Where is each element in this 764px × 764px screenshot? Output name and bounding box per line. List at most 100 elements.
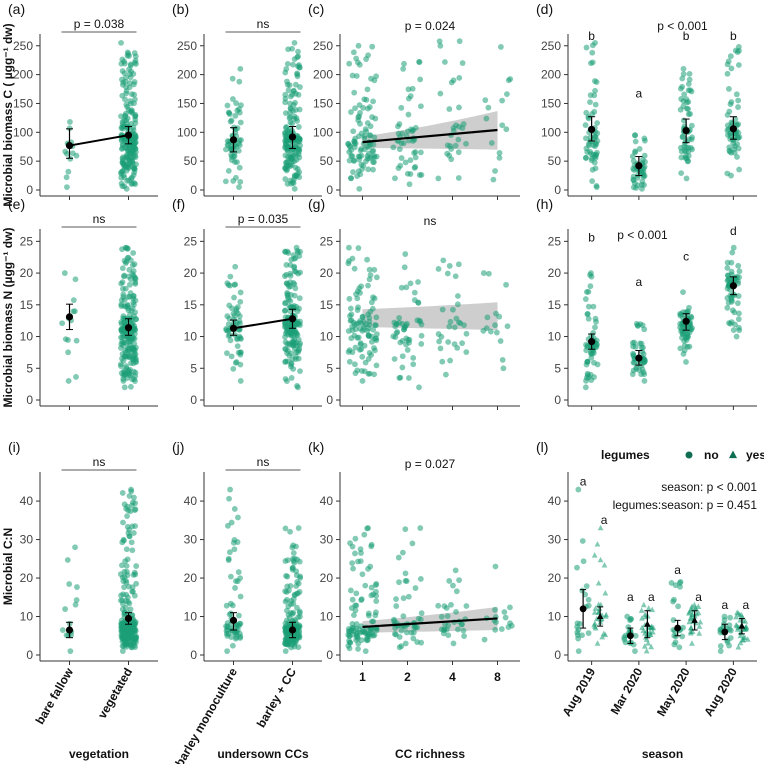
data-point bbox=[592, 87, 598, 94]
x-category-label: vegetated bbox=[95, 666, 135, 722]
data-point bbox=[124, 556, 131, 563]
mean-point bbox=[65, 313, 74, 321]
data-point bbox=[290, 638, 297, 644]
mean-point bbox=[588, 338, 596, 346]
data-point bbox=[282, 129, 288, 136]
data-point bbox=[641, 173, 648, 179]
data-point bbox=[120, 286, 126, 292]
data-point bbox=[119, 118, 126, 125]
data-point bbox=[284, 329, 291, 335]
data-point bbox=[733, 91, 740, 98]
data-point bbox=[639, 349, 646, 355]
data-point bbox=[346, 358, 353, 365]
data-point bbox=[290, 550, 297, 556]
x-title-undersown: undersown CCs bbox=[217, 747, 309, 761]
data-point bbox=[680, 71, 687, 77]
data-point bbox=[371, 77, 378, 84]
data-point bbox=[688, 136, 695, 143]
data-point bbox=[130, 293, 137, 300]
data-point bbox=[128, 108, 135, 115]
data-point bbox=[287, 155, 294, 161]
legend-yes-label: yes bbox=[746, 448, 764, 462]
data-point bbox=[124, 302, 131, 309]
data-point bbox=[122, 353, 129, 360]
data-point bbox=[232, 263, 239, 270]
data-point bbox=[129, 588, 136, 595]
data-point bbox=[409, 540, 416, 547]
data-point bbox=[225, 522, 231, 529]
data-point bbox=[729, 249, 736, 256]
data-point bbox=[72, 276, 79, 283]
panel-label: (e) bbox=[8, 196, 25, 212]
data-point bbox=[724, 122, 731, 129]
data-point bbox=[132, 140, 139, 147]
data-point bbox=[132, 181, 139, 188]
data-point bbox=[349, 323, 356, 330]
data-point bbox=[736, 47, 742, 54]
data-point bbox=[393, 596, 399, 602]
data-point bbox=[585, 140, 592, 147]
stat-label: p < 0.001 bbox=[617, 228, 668, 242]
data-point bbox=[130, 344, 137, 351]
data-point bbox=[59, 627, 66, 633]
x-category-label: Aug 2019 bbox=[559, 665, 598, 718]
y-tick-label: 20 bbox=[184, 266, 198, 280]
data-point bbox=[490, 176, 497, 183]
data-point bbox=[295, 124, 302, 130]
data-point bbox=[454, 293, 461, 299]
data-point bbox=[289, 544, 296, 551]
data-point bbox=[294, 604, 300, 611]
data-point bbox=[232, 585, 238, 591]
data-point bbox=[351, 265, 358, 272]
panel-g: (g) 0 5 10 15 20 25 ns bbox=[308, 196, 520, 410]
y-tick-label: 30 bbox=[184, 533, 198, 547]
stat-label: ns bbox=[257, 17, 270, 31]
data-point bbox=[223, 602, 230, 609]
data-point bbox=[679, 334, 685, 341]
data-point bbox=[296, 610, 303, 616]
data-point bbox=[729, 307, 736, 314]
y-tick-label: 15 bbox=[20, 298, 34, 312]
data-point bbox=[370, 591, 377, 598]
data-point bbox=[583, 374, 590, 381]
y-tick-label: 250 bbox=[313, 39, 333, 53]
data-point bbox=[131, 91, 138, 98]
data-point bbox=[453, 588, 460, 595]
y-tick-label: 25 bbox=[320, 234, 334, 248]
panel-label: (f) bbox=[172, 196, 185, 212]
y-tick-label: 0 bbox=[554, 183, 561, 197]
y-tick-label: 200 bbox=[541, 68, 561, 82]
y-tick-label: 250 bbox=[541, 39, 561, 53]
data-point bbox=[282, 300, 288, 307]
significance-letter: b bbox=[588, 29, 595, 43]
data-point bbox=[289, 91, 296, 98]
data-point bbox=[456, 577, 462, 584]
data-point bbox=[648, 643, 655, 650]
data-point bbox=[369, 305, 376, 312]
panel-k: (k) 0 10 20 30 40 1 2 4 8 p = 0.027 bbox=[308, 439, 520, 684]
data-point bbox=[398, 104, 405, 111]
data-point bbox=[126, 354, 133, 360]
data-point bbox=[417, 576, 424, 582]
data-point bbox=[131, 618, 137, 625]
data-point bbox=[461, 633, 467, 640]
data-point bbox=[373, 314, 380, 321]
data-point bbox=[349, 596, 356, 603]
data-point bbox=[632, 149, 638, 156]
y-axis-titles: Microbial biomass C ( µgg⁻¹ dw) Microbia… bbox=[1, 23, 15, 605]
data-point bbox=[591, 552, 598, 558]
data-point bbox=[61, 270, 68, 276]
data-point bbox=[414, 317, 421, 324]
data-point bbox=[579, 587, 586, 594]
data-point bbox=[736, 310, 742, 317]
data-point bbox=[459, 125, 466, 131]
data-point bbox=[370, 618, 377, 625]
data-point bbox=[724, 637, 731, 644]
data-point bbox=[120, 313, 127, 320]
data-point bbox=[348, 153, 355, 159]
x-category-label: barley + CC bbox=[254, 665, 299, 730]
data-point bbox=[348, 175, 355, 182]
data-point bbox=[602, 613, 609, 619]
data-point bbox=[347, 317, 354, 324]
data-point bbox=[499, 122, 506, 129]
